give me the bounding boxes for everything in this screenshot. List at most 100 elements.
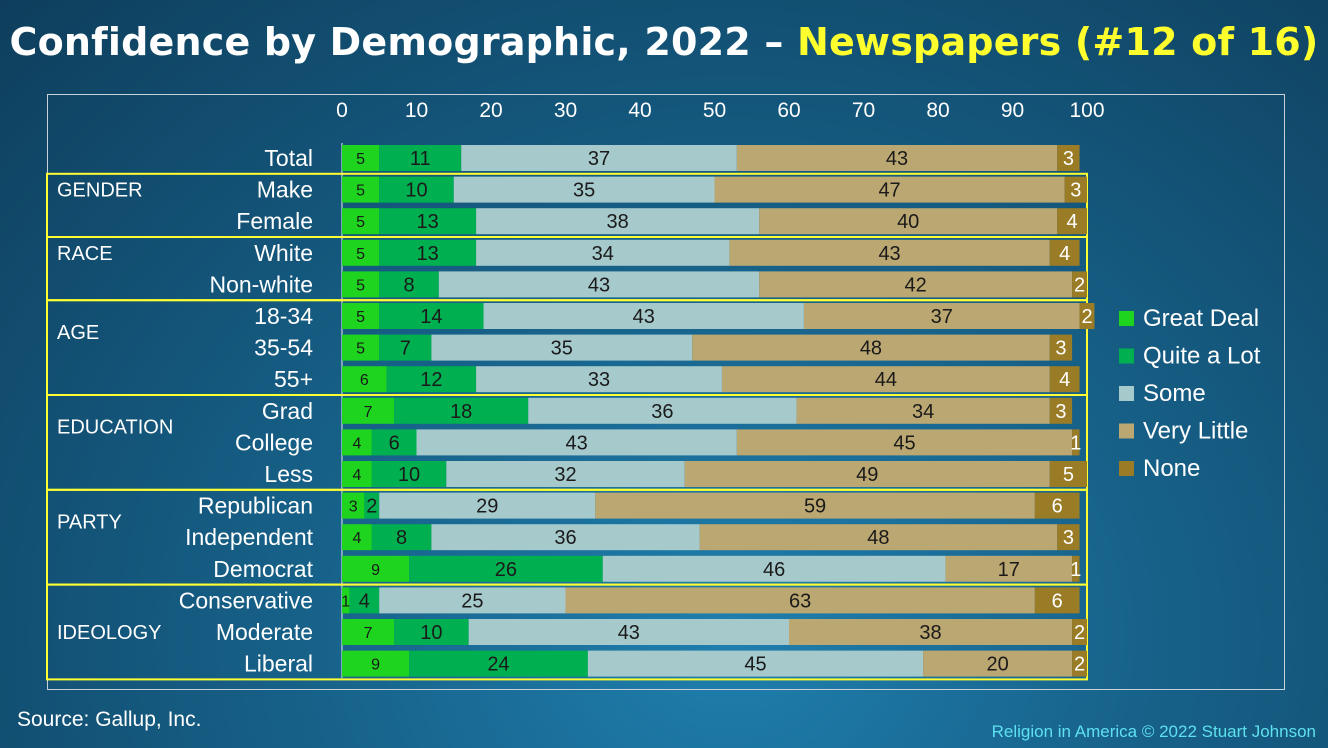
data-label: 2 (1074, 274, 1085, 296)
category-label: Grad (262, 398, 313, 424)
bar-segment (342, 555, 410, 582)
legend-label: Some (1143, 380, 1206, 407)
bar-segment (379, 587, 566, 614)
bar-segment (379, 334, 432, 361)
data-label: 3 (1055, 401, 1066, 423)
bar-segment (438, 271, 760, 298)
bar-segment (1049, 239, 1080, 266)
bar-segment (1072, 555, 1080, 582)
bar-segment (453, 176, 715, 203)
x-tick-label: 60 (777, 99, 800, 122)
bar-segment (342, 397, 395, 424)
group-label: IDEOLOGY (57, 622, 161, 644)
x-tick-label: 50 (703, 99, 726, 122)
data-label: 35 (551, 338, 573, 360)
data-label: 3 (1063, 148, 1074, 170)
bar-segment (1049, 461, 1087, 487)
data-label: 3 (1063, 527, 1074, 549)
legend-swatch (1119, 423, 1134, 439)
data-label: 59 (804, 496, 826, 518)
data-label: 36 (554, 527, 576, 549)
bar-segment (409, 555, 603, 582)
bar-segment (729, 239, 1050, 266)
data-label: 43 (886, 148, 908, 170)
data-label: 10 (405, 180, 427, 202)
data-label: 48 (860, 338, 882, 360)
bar-segment (394, 619, 469, 645)
data-label: 43 (588, 274, 610, 296)
bar-segment (342, 524, 372, 551)
bar-segment (379, 271, 439, 298)
category-label: Democrat (213, 556, 313, 582)
data-label: 24 (487, 654, 509, 676)
category-label: Make (257, 177, 313, 203)
bar-segment (371, 524, 432, 551)
data-label: 43 (566, 432, 588, 454)
category-label: College (235, 429, 313, 455)
bar-segment (342, 176, 380, 203)
data-label: 4 (352, 435, 361, 452)
data-label: 5 (356, 341, 365, 358)
bar-segment (528, 397, 797, 424)
bar-segment (342, 461, 372, 487)
data-label: 5 (356, 183, 365, 200)
bar-segment (342, 271, 380, 298)
data-label: 43 (633, 306, 655, 328)
data-label: 37 (588, 148, 610, 170)
x-tick-label: 30 (554, 99, 577, 122)
data-label: 6 (389, 432, 400, 454)
x-tick-label: 70 (852, 99, 875, 122)
bar-segment (371, 461, 447, 487)
data-label: 3 (1070, 180, 1081, 202)
bar-segment (1072, 271, 1087, 298)
bar-segment (409, 650, 588, 677)
bar-segment (342, 587, 350, 614)
data-label: 9 (371, 562, 380, 579)
data-label: 6 (360, 372, 369, 389)
data-label: 5 (1063, 464, 1074, 486)
bar-segment (1034, 587, 1080, 614)
group-label: GENDER (57, 180, 143, 202)
bar-segment (803, 303, 1080, 329)
bar-segment (759, 271, 1073, 298)
data-label: 4 (1067, 211, 1078, 233)
bar-segment (789, 619, 1073, 645)
bar-segment (431, 524, 700, 551)
data-label: 9 (371, 657, 380, 674)
data-label: 2 (366, 496, 377, 518)
bar-segment (1057, 145, 1080, 171)
x-tick-label: 90 (1001, 99, 1024, 122)
bar-segment (595, 492, 1035, 519)
legend-label: Great Deal (1143, 305, 1259, 332)
bar-segment (461, 145, 737, 171)
data-label: 2 (1074, 622, 1085, 644)
chart-title: Confidence by Demographic, 2022 – Newspa… (0, 20, 1328, 64)
data-label: 7 (364, 404, 373, 421)
category-label: Total (264, 145, 313, 171)
bar-segment (379, 239, 477, 266)
legend-swatch (1119, 386, 1134, 401)
data-label: 4 (1059, 243, 1070, 265)
bar-segment (483, 303, 804, 329)
data-label: 4 (352, 467, 361, 484)
data-label: 10 (420, 622, 442, 644)
bar-segment (342, 239, 380, 266)
category-label: Female (236, 208, 313, 234)
bar-segment (342, 650, 410, 677)
data-label: 45 (893, 432, 915, 454)
data-label: 5 (356, 246, 365, 263)
data-label: 63 (789, 590, 811, 612)
data-label: 1 (1070, 559, 1081, 581)
data-label: 3 (1055, 338, 1066, 360)
data-label: 18 (450, 401, 472, 423)
group-label: EDUCATION (57, 417, 173, 439)
source-note: Source: Gallup, Inc. (17, 708, 202, 731)
data-label: 5 (356, 309, 365, 326)
bar-segment (379, 492, 596, 519)
data-label: 5 (356, 277, 365, 294)
category-label: 55+ (274, 366, 313, 392)
data-label: 6 (1052, 590, 1063, 612)
data-label: 8 (403, 274, 414, 296)
bar-segment (945, 555, 1073, 582)
